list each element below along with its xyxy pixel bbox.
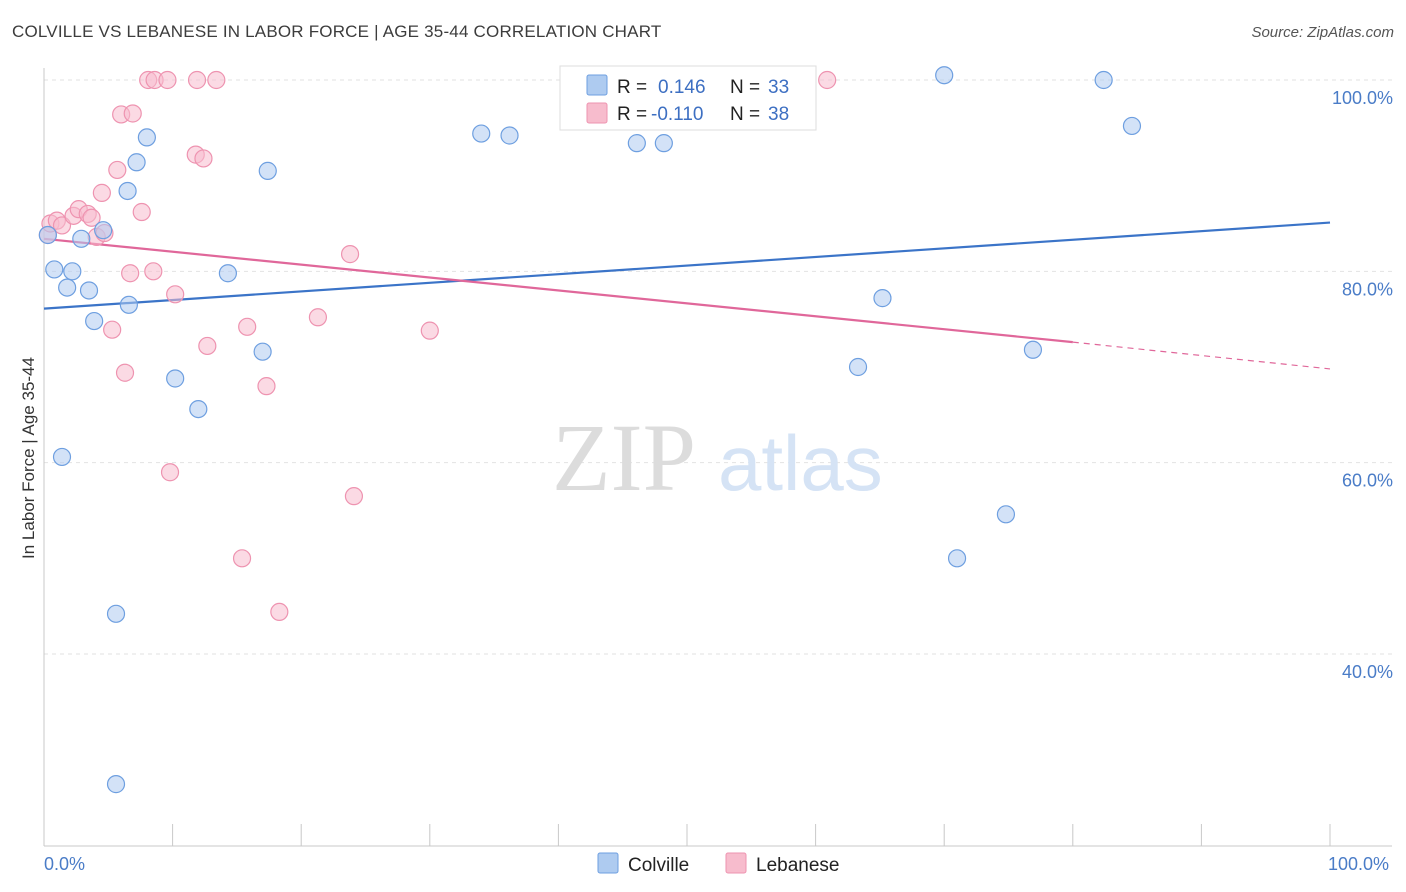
colville-trend-line <box>43 221 1331 310</box>
chart-title: COLVILLE VS LEBANESE IN LABOR FORCE | AG… <box>12 22 662 41</box>
source-label: Source: ZipAtlas.com <box>1251 24 1394 41</box>
axes <box>43 68 1392 847</box>
lebanese-n-value: 38 <box>768 104 789 125</box>
lebanese-point-21 <box>158 70 177 90</box>
colville-point-3 <box>63 262 82 281</box>
colville-point-14 <box>166 369 185 388</box>
lebanese-point-31 <box>257 377 276 396</box>
y-tick-label-80: 80.0% <box>1342 279 1393 299</box>
colville-point-15 <box>189 399 208 419</box>
colville-point-1 <box>45 260 64 279</box>
lebanese-point-17 <box>132 202 151 222</box>
lebanese-point-12 <box>108 160 127 180</box>
lebanese-point-33 <box>308 308 328 327</box>
lebanese-swatch <box>586 102 608 124</box>
lebanese-point-35 <box>344 487 364 506</box>
lebanese-point-15 <box>121 264 140 283</box>
y-tick-label-40: 40.0% <box>1342 662 1393 682</box>
y-tick-label-100: 100.0% <box>1332 88 1393 108</box>
lebanese-point-7 <box>82 208 101 227</box>
lebanese-point-16 <box>123 104 142 123</box>
colville-point-7 <box>94 221 113 240</box>
colville-point-11 <box>119 295 138 314</box>
colville-point-33 <box>52 447 72 467</box>
y-axis-label: In Labor Force | Age 35-44 <box>19 357 38 559</box>
colville-point-31 <box>1094 70 1113 90</box>
grid-lines <box>44 79 1392 655</box>
x-ticks <box>43 824 1331 846</box>
colville-point-17 <box>253 342 272 361</box>
colville-r-value: 0.146 <box>658 77 706 98</box>
lebanese-point-36 <box>420 321 439 340</box>
colville-point-5 <box>79 281 99 300</box>
lebanese-point-14 <box>115 363 135 382</box>
colville-point-16 <box>218 264 237 283</box>
lebanese-n-label: N = <box>730 104 760 125</box>
colville-swatch <box>586 74 608 96</box>
legend-lebanese-swatch <box>725 852 747 874</box>
lebanese-point-29 <box>232 549 252 568</box>
lebanese-r-value: -0.110 <box>651 104 703 125</box>
colville-point-25 <box>848 357 868 377</box>
colville-point-23 <box>627 134 646 153</box>
colville-point-13 <box>137 128 156 147</box>
x-tick-label-min: 0.0% <box>44 854 85 874</box>
colville-n-label: N = <box>730 77 760 98</box>
colville-n-value: 33 <box>768 77 789 98</box>
legend-colville-label: Colville <box>628 855 689 876</box>
lebanese-r-label: R = <box>617 104 647 125</box>
lebanese-point-11 <box>103 320 122 339</box>
lebanese-point-22 <box>160 463 180 482</box>
colville-point-28 <box>935 66 954 85</box>
colville-point-26 <box>873 289 892 308</box>
colville-point-8 <box>106 604 126 623</box>
colville-point-32 <box>1122 116 1142 136</box>
lebanese-point-34 <box>340 245 360 264</box>
colville-point-30 <box>1023 340 1043 359</box>
series-legend: Colville Lebanese <box>597 852 839 876</box>
legend-colville-swatch <box>597 852 619 874</box>
lebanese-point-25 <box>187 70 207 90</box>
lebanese-point-26 <box>194 149 213 168</box>
legend-lebanese-label: Lebanese <box>756 855 839 876</box>
trend-lines <box>43 221 1331 370</box>
x-tick-label-max: 100.0% <box>1328 854 1389 874</box>
colville-point-27 <box>947 549 967 568</box>
colville-point-10 <box>118 181 137 201</box>
lebanese-point-28 <box>207 70 226 90</box>
lebanese-point-37 <box>818 70 837 90</box>
lebanese-point-30 <box>238 317 257 336</box>
colville-point-12 <box>127 153 146 172</box>
colville-point-9 <box>106 775 126 794</box>
colville-point-2 <box>58 278 77 297</box>
lebanese-trend-line-extension <box>1072 341 1331 370</box>
lebanese-point-20 <box>144 262 163 281</box>
y-tick-labels: 40.0% 60.0% 80.0% 100.0% <box>1332 88 1393 682</box>
colville-r-label: R = <box>617 77 647 98</box>
lebanese-point-9 <box>92 183 111 202</box>
colville-point-19 <box>472 124 491 143</box>
colville-point-29 <box>996 505 1016 524</box>
colville-point-18 <box>258 161 277 180</box>
colville-point-4 <box>72 229 91 248</box>
colville-point-20 <box>500 126 519 145</box>
watermark: ZIP atlas <box>552 404 883 511</box>
lebanese-trend-line <box>43 237 1073 344</box>
y-tick-label-60: 60.0% <box>1342 471 1393 491</box>
colville-point-6 <box>85 311 104 331</box>
watermark-atlas: atlas <box>718 419 883 507</box>
lebanese-point-32 <box>270 602 289 622</box>
stats-legend: R = 0.146 N = 33 R = -0.110 N = 38 <box>559 65 817 131</box>
colville-point-0 <box>38 225 57 245</box>
lebanese-point-27 <box>198 336 217 356</box>
colville-point-24 <box>654 134 673 153</box>
lebanese-point-23 <box>166 285 185 304</box>
watermark-zip: ZIP <box>552 404 696 511</box>
